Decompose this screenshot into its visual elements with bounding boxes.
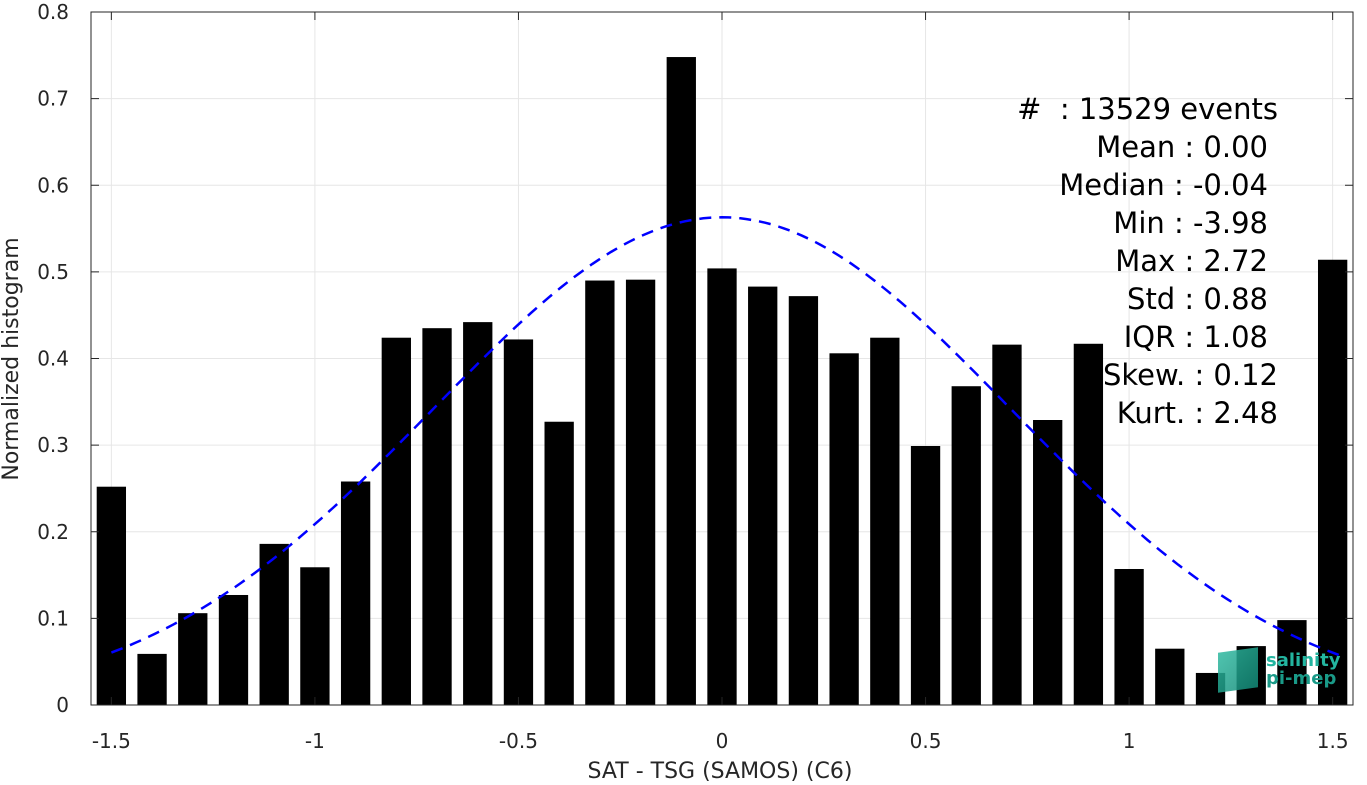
- stat-kurt: Kurt. : 2.48: [1116, 396, 1278, 430]
- normal-fit-curve: [110, 216, 1346, 659]
- histogram-bar: [1155, 648, 1185, 705]
- y-tick-label: 0.6: [37, 173, 69, 197]
- x-tick-label: 1: [1123, 729, 1136, 753]
- salinity-pimep-logo: salinity pi-mep: [1214, 647, 1354, 694]
- histogram-bar: [259, 543, 289, 705]
- y-tick-label: 0.7: [37, 87, 69, 111]
- histogram-bar: [748, 286, 778, 705]
- histogram-bar: [340, 481, 371, 705]
- histogram-bar: [788, 296, 819, 705]
- histogram-bar: [137, 653, 167, 705]
- y-tick-label: 0.1: [37, 606, 69, 630]
- stat-skew: Skew. : 0.12: [1102, 358, 1278, 392]
- x-axis-ticks: -1.5 -1 -0.5 0 0.5 1 1.5: [92, 12, 1349, 753]
- histogram-bar: [870, 337, 900, 705]
- x-tick-label: -1.5: [92, 729, 131, 753]
- histogram-bar: [300, 567, 330, 705]
- histogram-bar: [910, 445, 941, 705]
- y-axis-ticks: 0 0.1 0.2 0.3 0.4 0.5 0.6 0.7 0.8: [37, 0, 1353, 717]
- histogram-bar: [625, 279, 656, 705]
- x-tick-label: 0.5: [910, 729, 942, 753]
- y-tick-label: 0.3: [37, 433, 69, 457]
- histogram-bar: [1073, 343, 1104, 705]
- histogram-bar: [1033, 420, 1063, 705]
- stat-std: Std : 0.88: [1127, 282, 1268, 316]
- stat-max: Max : 2.72: [1115, 244, 1268, 278]
- y-axis-label: Normalized histogram: [0, 237, 24, 480]
- histogram-bar: [666, 57, 696, 706]
- x-tick-label: -0.5: [499, 729, 538, 753]
- histogram-bar: [218, 594, 249, 705]
- y-tick-label: 0.5: [37, 260, 69, 284]
- x-axis-label: SAT - TSG (SAMOS) (C6): [588, 759, 853, 784]
- histogram-bar: [422, 328, 452, 705]
- histogram-bar: [96, 486, 127, 705]
- y-tick-label: 0.2: [37, 520, 69, 544]
- histogram-bar: [1317, 259, 1348, 705]
- histogram-bar: [829, 353, 859, 705]
- logo-text-line2: pi-mep: [1266, 668, 1337, 689]
- stat-events: # : 13529 events: [1017, 92, 1278, 126]
- y-tick-label: 0.4: [37, 347, 69, 371]
- histogram-bar: [951, 386, 981, 705]
- y-tick-label: 0.8: [37, 0, 69, 24]
- stat-min: Min : -3.98: [1113, 206, 1268, 240]
- x-tick-label: 0: [716, 729, 729, 753]
- x-tick-label: 1.5: [1317, 729, 1349, 753]
- histogram-bars: [96, 57, 1348, 706]
- histogram-bar: [544, 421, 574, 705]
- y-tick-label: 0: [56, 693, 69, 717]
- histogram-bar: [585, 280, 615, 705]
- histogram-bar: [1114, 568, 1144, 705]
- histogram-bar: [381, 337, 411, 705]
- x-tick-label: -1: [305, 729, 325, 753]
- histogram-bar: [463, 322, 493, 705]
- logo-cube-icon: [1218, 647, 1258, 693]
- stat-median: Median : -0.04: [1059, 168, 1268, 202]
- stat-mean: Mean : 0.00: [1096, 130, 1268, 164]
- logo-text-line1: salinity: [1266, 650, 1341, 671]
- stat-iqr: IQR : 1.08: [1123, 320, 1268, 354]
- histogram-bar: [178, 613, 208, 705]
- histogram-bar: [503, 339, 534, 705]
- histogram-bar: [992, 344, 1022, 705]
- histogram-bar: [707, 268, 737, 705]
